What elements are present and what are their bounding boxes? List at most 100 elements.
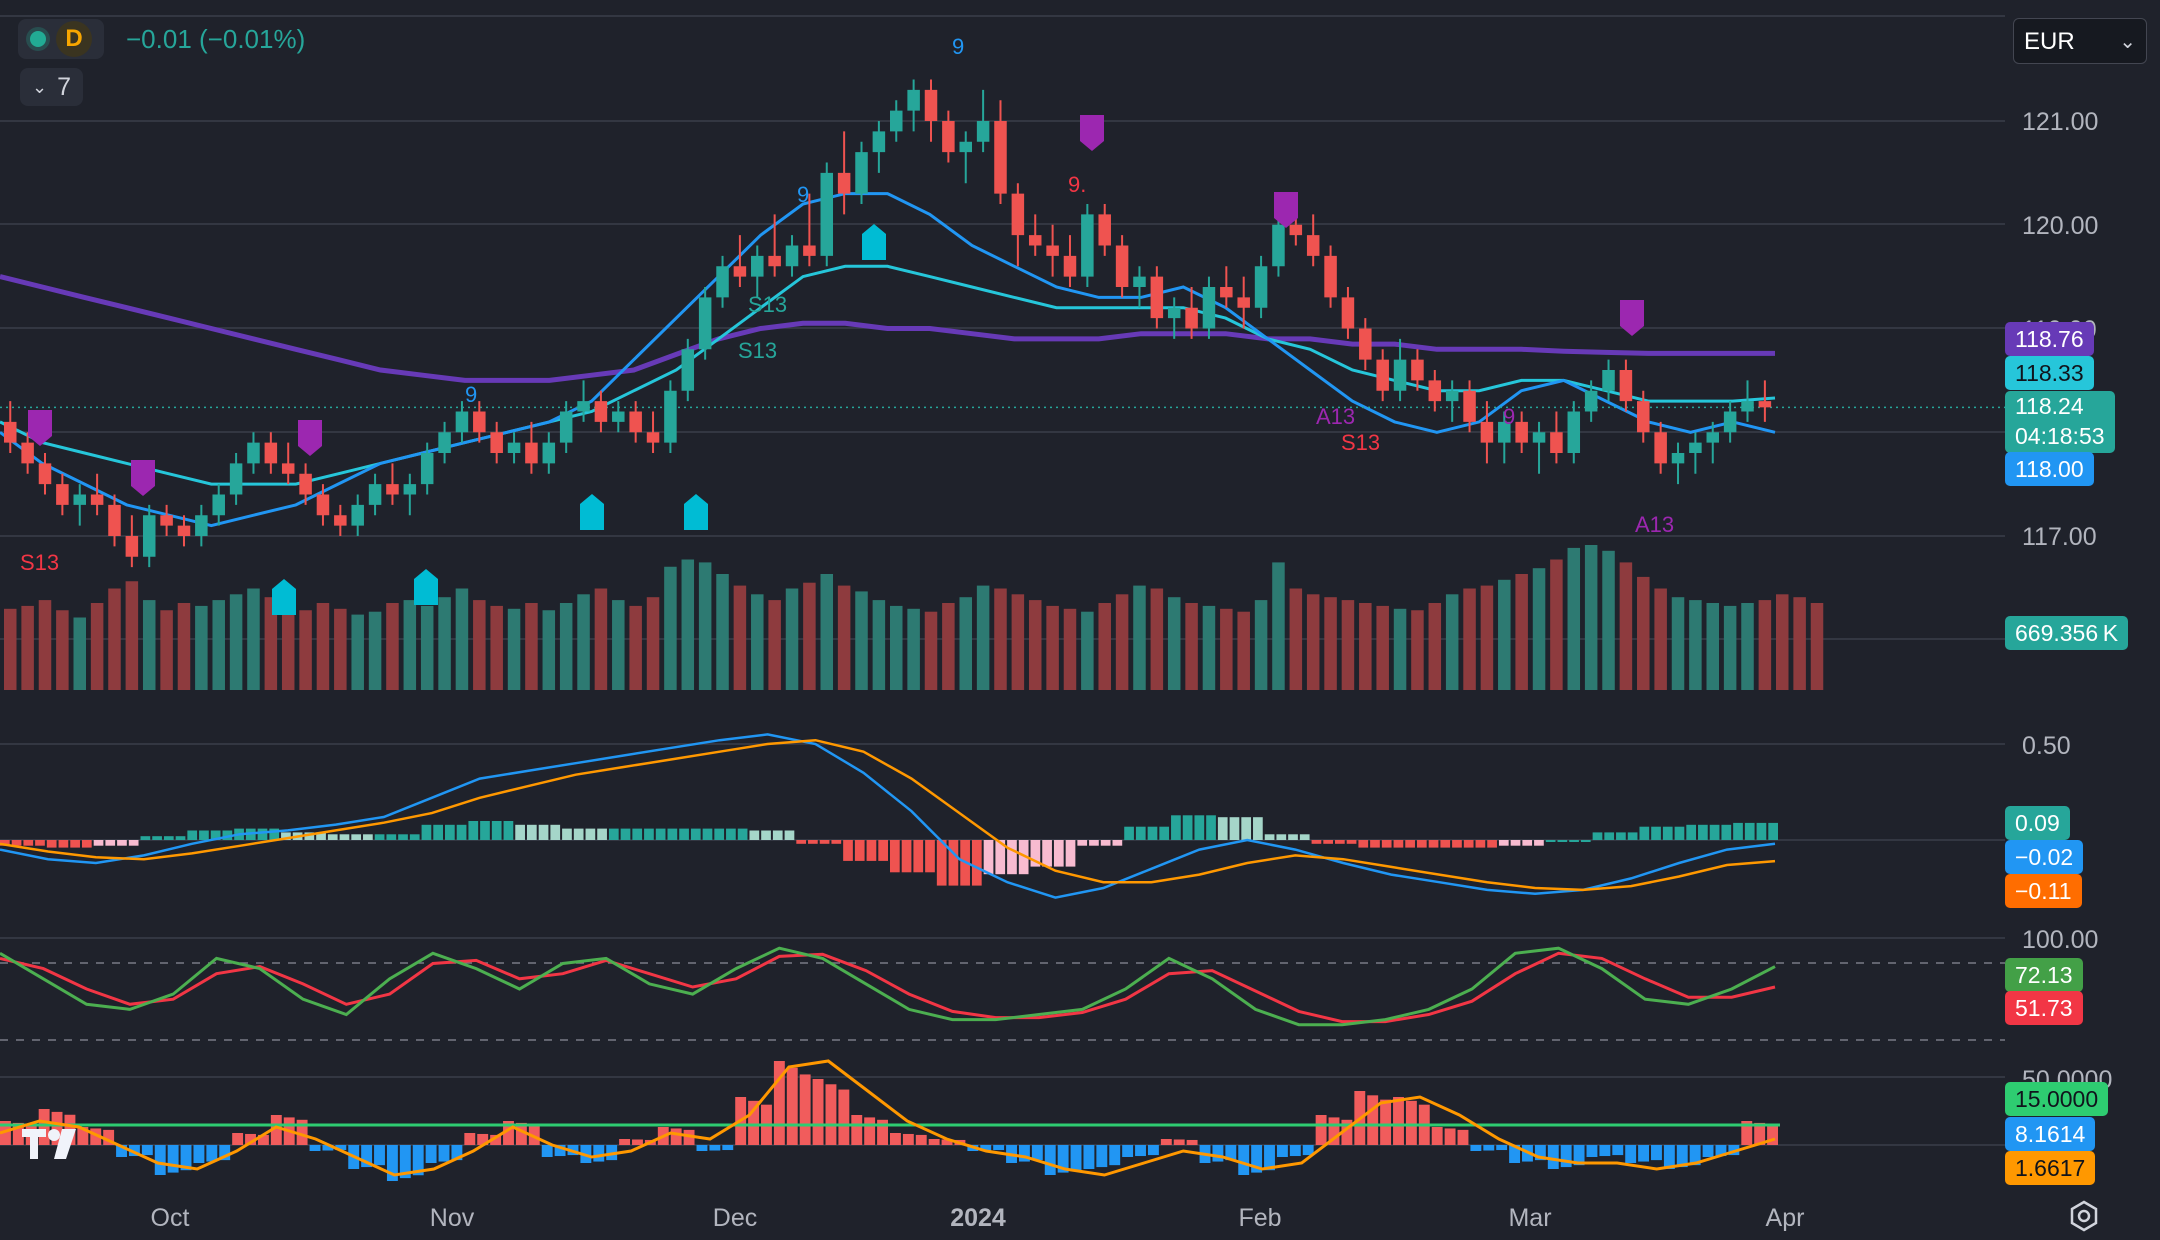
candle-body (924, 89, 938, 121)
candle-body (1515, 421, 1528, 443)
macd-histogram-bar (421, 824, 432, 840)
osc-histogram-bar (851, 1115, 863, 1145)
volume-bar (73, 617, 86, 690)
candle-body (559, 411, 573, 443)
macd-histogram-bar (23, 840, 34, 846)
chart-settings-button[interactable] (2068, 1200, 2100, 1237)
macd-histogram-bar (1463, 840, 1474, 848)
macd-histogram-bar (1089, 840, 1099, 846)
osc-histogram-bar (1044, 1145, 1056, 1175)
volume-bar (473, 600, 486, 690)
macd-histogram-bar (1662, 826, 1673, 840)
macd-histogram-bar (1475, 840, 1486, 848)
candle-body (681, 349, 695, 391)
macd-histogram-bar (175, 836, 186, 840)
osc-histogram-bar (709, 1145, 721, 1151)
volume-bar (1498, 579, 1511, 690)
volume-bar (716, 574, 729, 690)
ema-fast-value: 118.00 (2015, 456, 2084, 482)
volume-bar (820, 574, 834, 690)
volume-bar (351, 614, 364, 690)
macd-histogram-bar (854, 840, 865, 861)
volume-bar (855, 591, 868, 690)
stoch-k-label: 72.13 (2005, 958, 2083, 992)
candle-body (1463, 390, 1476, 422)
sell-signal-flag-icon (1274, 192, 1298, 228)
currency-select[interactable]: EUR ⌄ (2013, 18, 2147, 64)
osc-histogram-bar (696, 1145, 708, 1151)
macd-histogram-bar (1135, 826, 1146, 840)
macd-histogram-bar (1498, 840, 1509, 846)
volume-bar (1133, 585, 1146, 690)
macd-histogram-bar (866, 840, 877, 861)
time-axis-label: Nov (430, 1204, 475, 1232)
candle-body (368, 484, 382, 505)
macd-histogram-bar (503, 821, 514, 840)
candle-body (1185, 307, 1198, 329)
osc-histogram-bar (167, 1145, 179, 1173)
volume-bar (994, 588, 1007, 690)
osc-histogram-bar (206, 1145, 218, 1162)
volume-bar (108, 588, 121, 690)
osc-histogram-bar (1276, 1145, 1288, 1157)
candle-body (1480, 421, 1494, 443)
macd-histogram-bar (1545, 840, 1556, 842)
sell-signal-flag-icon (1620, 300, 1644, 336)
market-status-chip[interactable]: D (18, 19, 104, 59)
macd-axis-tick: 0.50 (2022, 732, 2071, 760)
candle-body (820, 172, 834, 256)
indicators-collapse-button[interactable]: ⌄ 7 (20, 68, 83, 106)
volume-bar (1289, 588, 1303, 690)
macd-histogram-bar (772, 830, 783, 840)
candle-body (247, 442, 260, 464)
volume-bar (924, 611, 938, 690)
candle-body (1046, 245, 1059, 256)
tradingview-logo[interactable] (22, 1125, 92, 1166)
macd-histogram-bar (1370, 840, 1380, 848)
macd-histogram-bar (1171, 815, 1181, 840)
macd-histogram-bar (1698, 824, 1708, 840)
candle-body (177, 525, 191, 536)
osc-histogram-bar (1225, 1145, 1237, 1161)
buy-signal-flag-icon (580, 494, 604, 530)
osc-line (0, 1059, 1776, 1177)
macd-histogram-bar (1253, 817, 1263, 840)
interval-badge[interactable]: D (56, 21, 92, 57)
candle-body (125, 536, 139, 557)
candle-body (56, 484, 69, 505)
osc-histogram-bar (980, 1145, 992, 1151)
osc-histogram-bar (1302, 1145, 1314, 1156)
candle-body (1411, 359, 1424, 381)
osc-histogram-bar (799, 1074, 811, 1145)
volume-bar (1254, 600, 1268, 690)
volume-bar (90, 603, 104, 690)
osc-histogram-bar (245, 1133, 256, 1145)
macd-histogram-bar (585, 828, 596, 840)
osc-level-value: 15.0000 (2015, 1086, 2099, 1112)
osc-histogram-bar (632, 1139, 643, 1145)
osc-histogram-bar (1444, 1128, 1456, 1145)
macd-histogram-bar (526, 824, 537, 840)
volume-bar (177, 603, 191, 690)
osc-histogram-bar (1186, 1139, 1198, 1145)
macd-histogram-bar (831, 840, 842, 844)
market-open-dot-icon (30, 31, 46, 47)
td-count-annotation: 9 (952, 34, 964, 59)
candle-body (21, 442, 34, 464)
candle-body (1011, 193, 1025, 236)
candle-body (872, 131, 886, 153)
candle-body (4, 421, 17, 443)
osc-histogram-bar (1663, 1145, 1675, 1169)
candle-body (1671, 453, 1685, 464)
osc-histogram-bar (1470, 1145, 1482, 1151)
macd-histogram-bar (1744, 822, 1755, 840)
osc-histogram-bar (1160, 1139, 1172, 1145)
candle-body (1723, 411, 1737, 433)
macd-histogram-bar (1335, 840, 1345, 844)
osc-histogram-bar (1018, 1145, 1030, 1162)
macd-histogram-bar (1112, 840, 1123, 846)
volume-bar (1654, 588, 1667, 690)
macd-histogram-bar (117, 840, 127, 846)
osc-histogram-bar (902, 1133, 914, 1145)
